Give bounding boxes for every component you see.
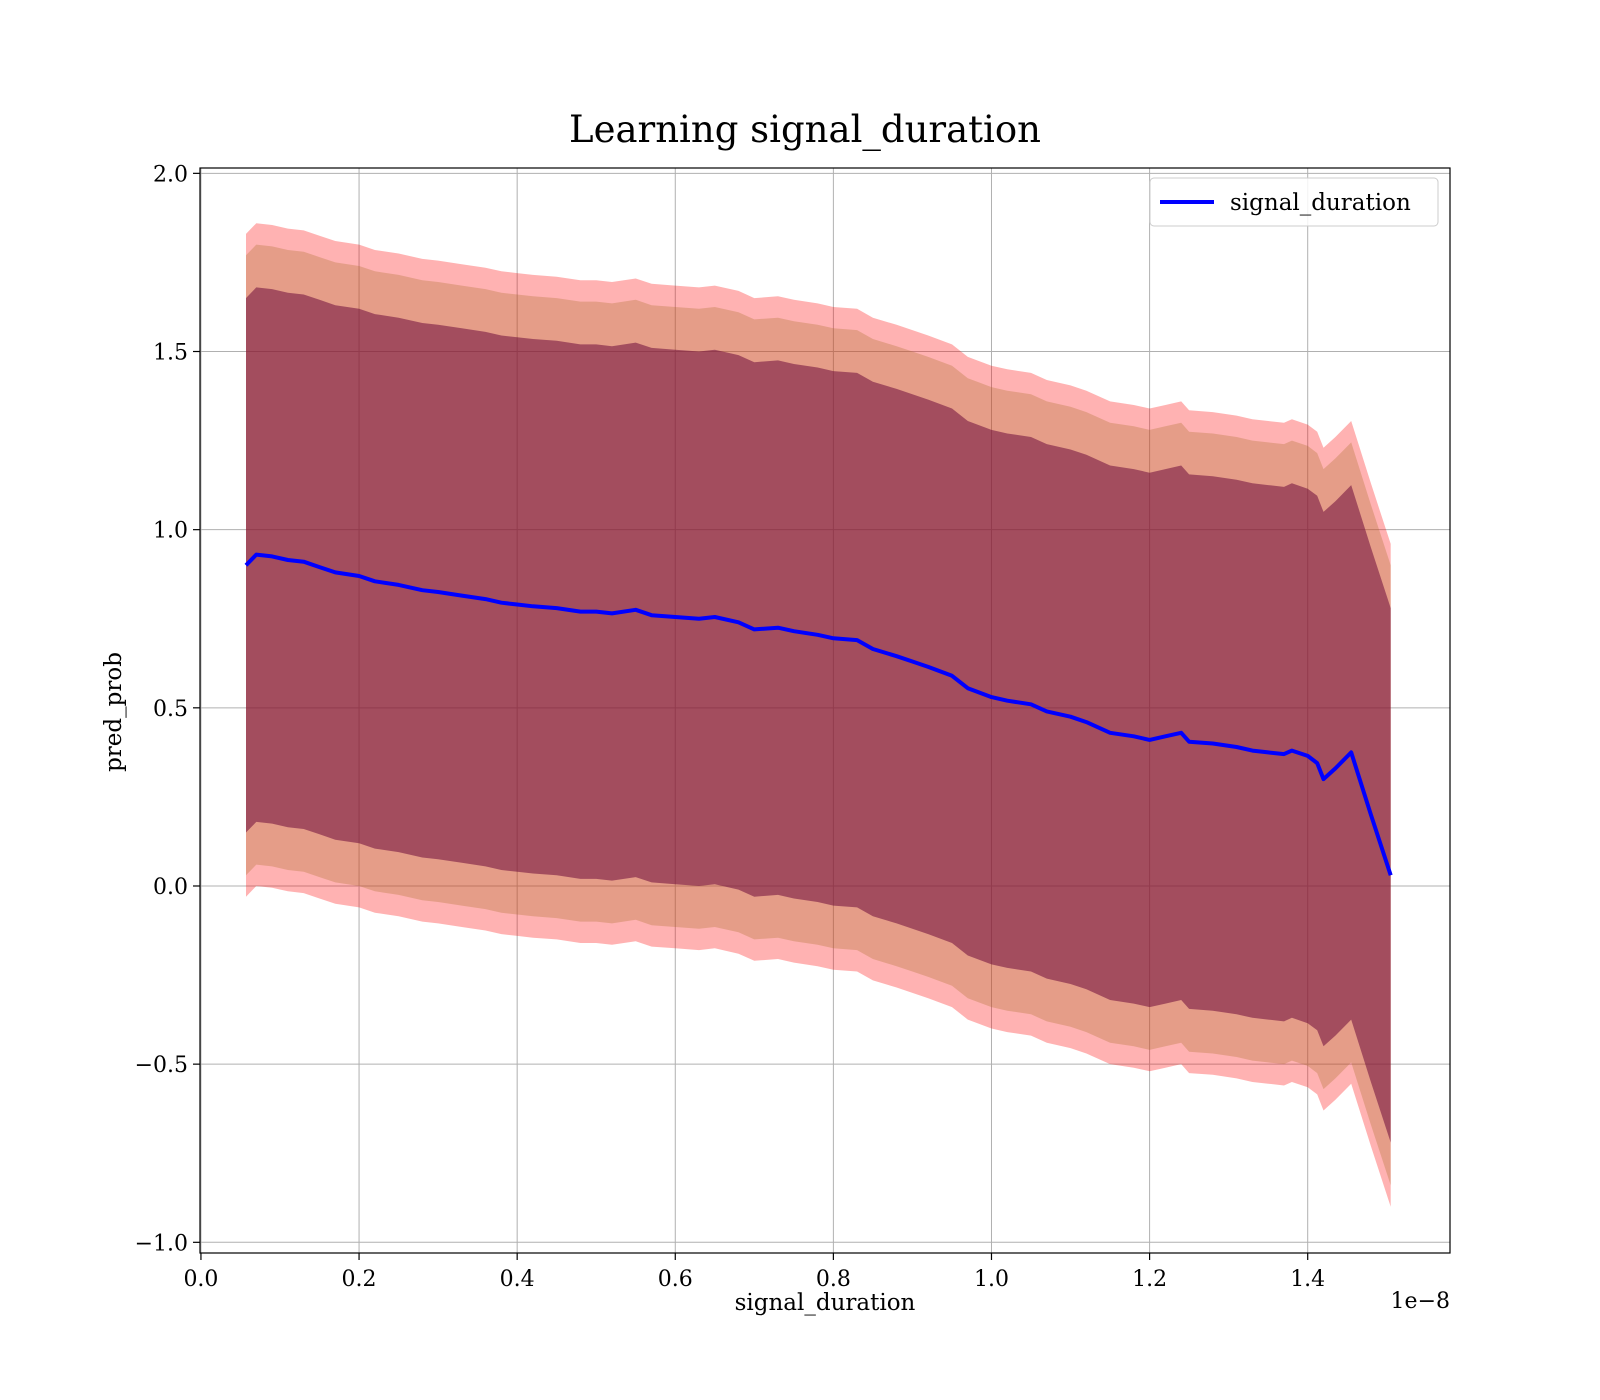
plot-frame [199,167,1451,1254]
x-offset-label: 1e−8 [1391,1289,1450,1314]
y-tick-label: 1.5 [153,341,188,366]
legend: signal_duration [1149,177,1439,227]
chart-title: Learning signal_duration [569,108,1041,152]
y-tick-label: 2.0 [153,162,188,187]
x-axis-label: signal_duration [735,1290,916,1316]
axis-ticks: 0.0 0.2 0.4 0.6 0.8 1.0 1.2 1.4 −1.0 −0.5 0.0 0.5 1.… [135,162,1326,1292]
y-tick-label: 1.0 [153,519,188,544]
series-line [244,552,1393,876]
x-tick-label: 0.6 [658,1267,693,1292]
legend-label: signal_duration [1230,190,1411,216]
y-tick-label: 0.5 [153,697,188,722]
y-tick-label: 0.0 [153,875,188,900]
x-tick-label: 0.8 [816,1267,851,1292]
series-group [244,552,1393,876]
legend-box [1149,177,1439,227]
y-tick-label: −0.5 [135,1053,188,1078]
y-axis-label: pred_prob [101,652,127,772]
x-tick-label: 1.2 [1132,1267,1167,1292]
x-tick-label: 0.0 [183,1267,218,1292]
band-inner [246,287,1391,1143]
y-tick-label: −1.0 [135,1231,188,1256]
x-tick-label: 1.4 [1290,1267,1325,1292]
x-tick-label: 0.2 [342,1267,377,1292]
x-tick-label: 0.4 [500,1267,535,1292]
confidence-bands [246,223,1391,1207]
x-tick-label: 1.0 [974,1267,1009,1292]
